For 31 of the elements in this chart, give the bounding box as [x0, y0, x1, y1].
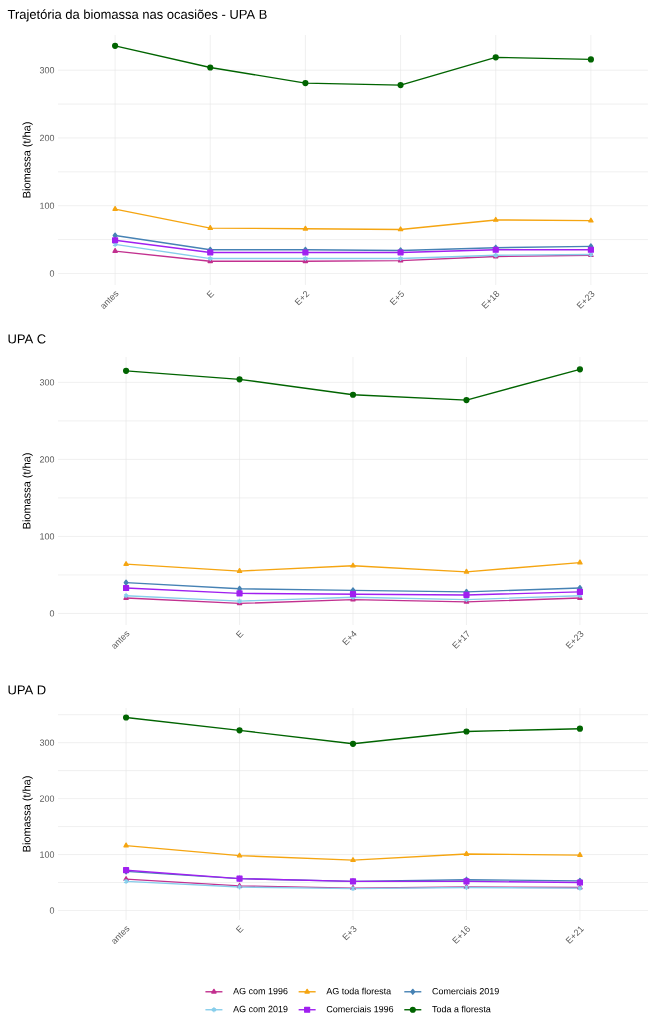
legend-label: Toda a floresta: [432, 1005, 491, 1013]
y-tick-label: 200: [39, 795, 55, 802]
y-tick-label: 100: [40, 533, 55, 540]
chart-title: Trajetória da biomassa nas ocasiões - UPA B: [7, 9, 267, 22]
y-tick-label: 0: [49, 270, 55, 277]
x-tick-label: E+2: [294, 291, 310, 306]
y-axis-title: Biomassa (t/ha): [22, 453, 33, 529]
x-tick-label: E: [235, 925, 244, 934]
y-tick-label: 0: [49, 610, 55, 617]
chart-title: UPA D: [8, 685, 46, 695]
y-tick-label: 200: [39, 456, 55, 463]
y-tick-label: 100: [40, 202, 55, 209]
legend-label: Comerciais 2019: [432, 987, 499, 995]
legend-label: AG com 1996: [233, 987, 288, 995]
y-tick-label: 100: [40, 851, 55, 858]
x-tick-label: E+3: [342, 926, 357, 941]
legend-label: AG toda floresta: [326, 987, 392, 995]
chart-title: UPA C: [8, 334, 46, 344]
y-tick-label: 200: [39, 134, 55, 142]
legend-label: AG com 2019: [233, 1005, 288, 1013]
legend-label: Comerciais 1996: [326, 1005, 394, 1013]
y-tick-label: 300: [39, 379, 55, 386]
x-tick-label: E+4: [342, 630, 357, 646]
y-tick-label: 300: [39, 67, 55, 74]
y-axis-title: Biomassa (t/ha): [22, 122, 33, 198]
x-tick-label: E: [235, 630, 244, 639]
x-tick-label: E: [206, 290, 215, 299]
x-tick-label: E+5: [389, 290, 404, 306]
y-tick-label: 0: [49, 907, 55, 914]
y-tick-label: 300: [39, 739, 55, 746]
y-axis-title: Biomassa (t/ha): [22, 776, 33, 852]
